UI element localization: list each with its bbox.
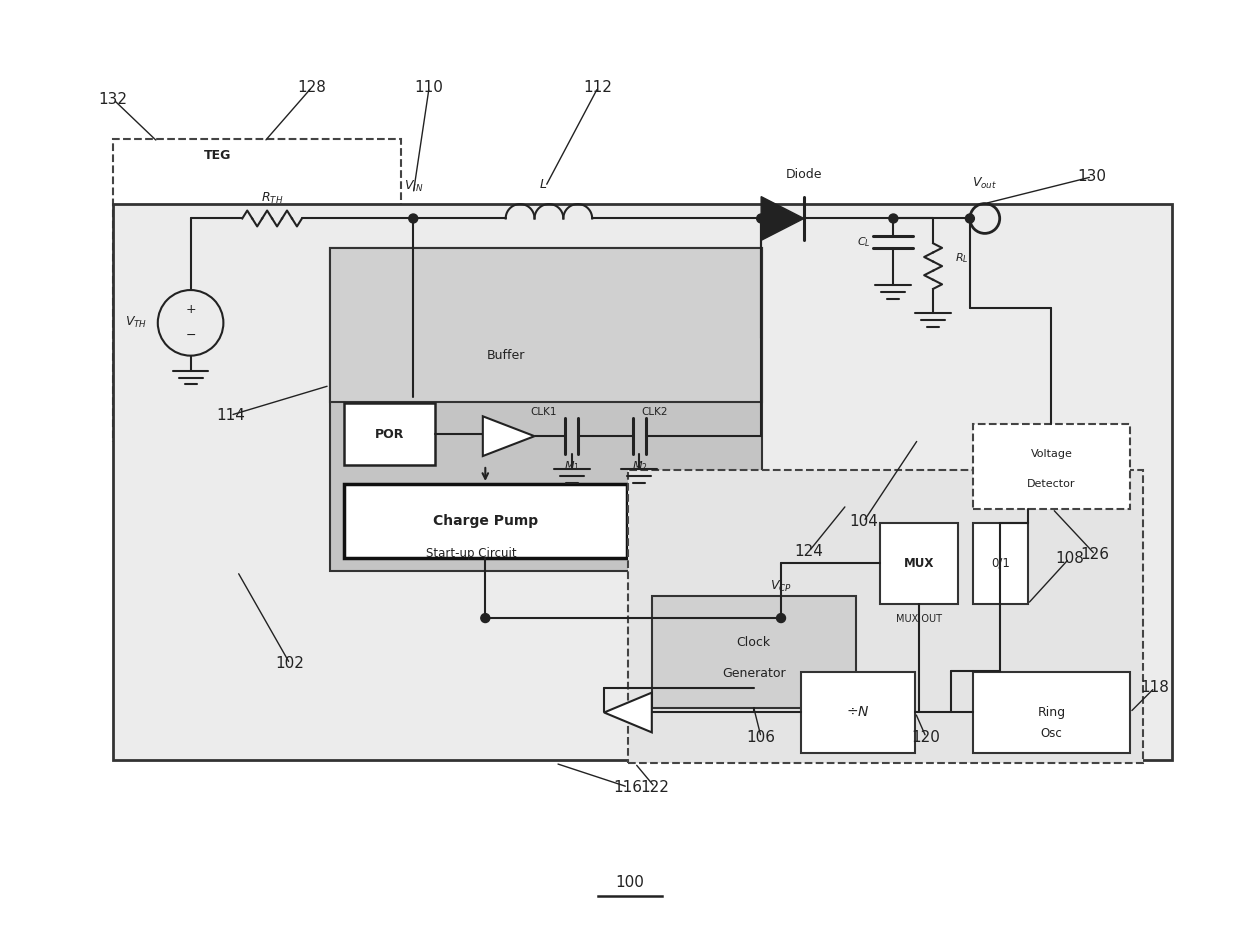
Text: −: −	[185, 329, 196, 342]
Bar	[343, 403, 435, 465]
Text: $V_{IN}$: $V_{IN}$	[403, 179, 423, 194]
Text: MUX OUT: MUX OUT	[897, 614, 942, 624]
Polygon shape	[482, 416, 534, 456]
Text: MUX: MUX	[904, 557, 935, 570]
Text: POR: POR	[374, 427, 404, 440]
Text: TEG: TEG	[203, 149, 231, 162]
Text: 116: 116	[614, 780, 642, 794]
Text: Ring: Ring	[1038, 706, 1065, 719]
Text: CLK1: CLK1	[531, 407, 557, 417]
Text: $R_L$: $R_L$	[955, 251, 968, 265]
Text: Generator: Generator	[722, 667, 785, 680]
Circle shape	[756, 214, 765, 223]
Bar	[113, 204, 1172, 760]
Circle shape	[776, 614, 785, 623]
Text: 104: 104	[849, 514, 878, 529]
Bar	[113, 139, 402, 442]
Text: 114: 114	[216, 408, 244, 423]
Bar	[627, 470, 1143, 763]
Circle shape	[481, 614, 490, 623]
Bar	[343, 484, 627, 558]
Text: CLK2: CLK2	[641, 407, 668, 417]
Text: Start-up Circuit: Start-up Circuit	[425, 547, 516, 560]
Text: Osc: Osc	[1040, 727, 1063, 740]
Text: 112: 112	[584, 80, 613, 95]
Circle shape	[409, 214, 418, 223]
Text: $C_L$: $C_L$	[857, 235, 870, 249]
Text: 106: 106	[746, 730, 776, 745]
Text: 122: 122	[640, 780, 670, 794]
Text: 126: 126	[1080, 547, 1110, 562]
Bar	[652, 596, 856, 707]
Text: 102: 102	[275, 656, 305, 671]
Text: $V_{out}$: $V_{out}$	[972, 175, 997, 191]
Text: 108: 108	[1055, 551, 1084, 565]
Circle shape	[889, 214, 898, 223]
Bar	[880, 523, 959, 604]
Text: $\div N$: $\div N$	[846, 705, 870, 719]
Text: +: +	[185, 303, 196, 316]
Text: 128: 128	[298, 80, 326, 95]
Bar	[801, 672, 915, 754]
Text: 100: 100	[615, 875, 645, 890]
Bar	[330, 248, 763, 571]
Text: $M_1$: $M_1$	[564, 459, 580, 473]
Circle shape	[966, 214, 975, 223]
Text: Buffer: Buffer	[486, 349, 525, 362]
Bar	[973, 523, 1028, 604]
Text: 0/1: 0/1	[991, 557, 1009, 570]
Polygon shape	[761, 197, 804, 240]
Text: $V_{CP}$: $V_{CP}$	[770, 579, 792, 594]
Text: 118: 118	[1141, 680, 1169, 695]
Text: 120: 120	[911, 730, 941, 745]
Text: Clock: Clock	[737, 637, 771, 650]
Text: 130: 130	[1078, 170, 1106, 184]
Text: 132: 132	[98, 92, 128, 107]
Text: Voltage: Voltage	[1030, 449, 1073, 459]
Bar	[973, 425, 1130, 509]
Text: Charge Pump: Charge Pump	[433, 514, 538, 528]
Text: L: L	[539, 178, 547, 191]
Bar	[973, 672, 1130, 754]
Text: Detector: Detector	[1027, 479, 1075, 489]
Text: Diode: Diode	[786, 168, 822, 181]
Polygon shape	[604, 692, 652, 732]
Bar	[330, 248, 763, 402]
Text: 110: 110	[414, 80, 444, 95]
Text: $M_2$: $M_2$	[631, 459, 647, 473]
Text: $R_{TH}$: $R_{TH}$	[260, 191, 283, 206]
Text: $V_{TH}$: $V_{TH}$	[125, 315, 148, 330]
Text: 124: 124	[795, 544, 823, 559]
